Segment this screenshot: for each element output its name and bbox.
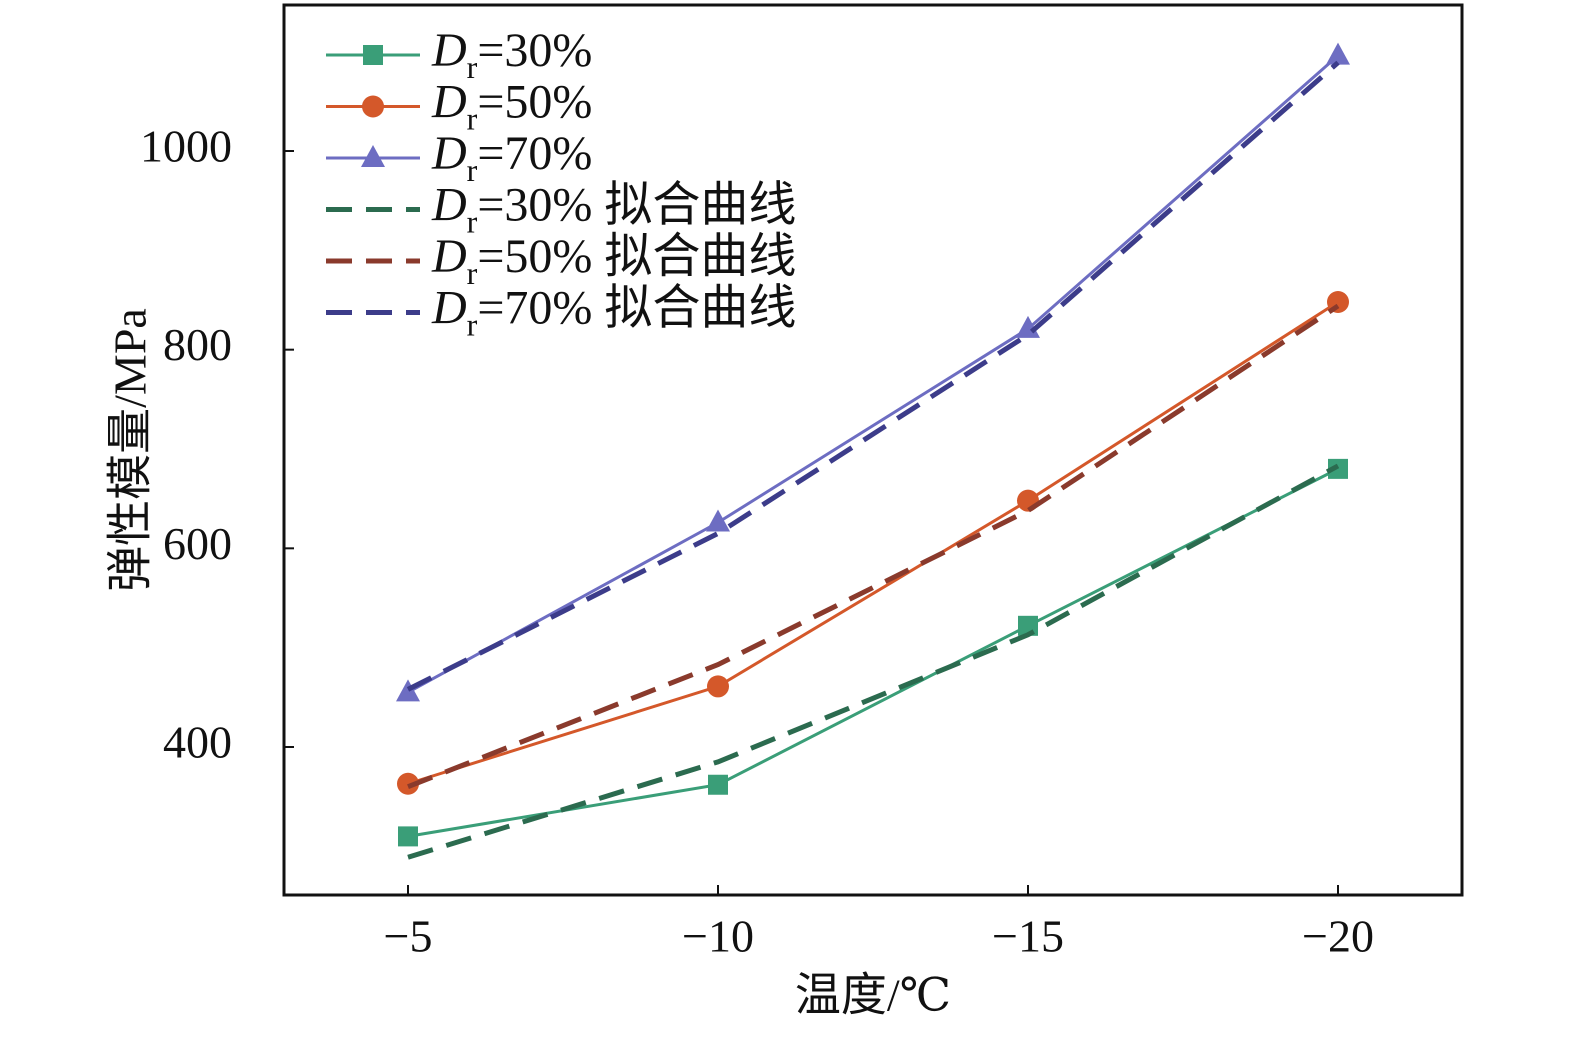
plot-frame <box>282 3 1464 897</box>
marker <box>708 774 728 795</box>
legend-label: Dr=70% 拟合曲线 <box>431 282 796 343</box>
marker <box>1326 42 1350 65</box>
legend-label: Dr=50% <box>431 76 592 137</box>
marker <box>398 826 418 847</box>
marker <box>362 95 384 118</box>
fit-line <box>407 303 1340 790</box>
x-tick-label: −15 <box>992 911 1064 962</box>
x-tick-label: −5 <box>384 911 433 962</box>
x-tick-label: −10 <box>682 911 754 962</box>
marker <box>707 675 729 698</box>
marker <box>396 679 420 702</box>
y-axis-title: 弹性模量/MPa <box>105 308 156 592</box>
fit-line <box>407 463 1340 860</box>
series-line <box>407 467 1339 838</box>
fit-line <box>406 60 1340 692</box>
series-line <box>407 54 1339 694</box>
marker <box>397 772 419 795</box>
y-tick-label: 1000 <box>140 121 232 172</box>
legend-label: Dr=50% 拟合曲线 <box>431 230 796 291</box>
marker <box>361 145 385 167</box>
series-line <box>407 300 1339 786</box>
legend-label: Dr=30% <box>431 24 592 85</box>
x-tick-label: −20 <box>1302 911 1374 962</box>
y-tick-label: 600 <box>163 518 232 569</box>
x-axis-title: 温度/℃ <box>795 970 951 1021</box>
legend-label: Dr=30% 拟合曲线 <box>431 179 796 240</box>
y-tick-label: 400 <box>163 717 232 768</box>
marker <box>1328 458 1348 479</box>
legend-label: Dr=70% <box>431 127 592 188</box>
marker <box>363 45 383 65</box>
y-tick-label: 800 <box>163 319 232 370</box>
marker <box>706 509 730 532</box>
